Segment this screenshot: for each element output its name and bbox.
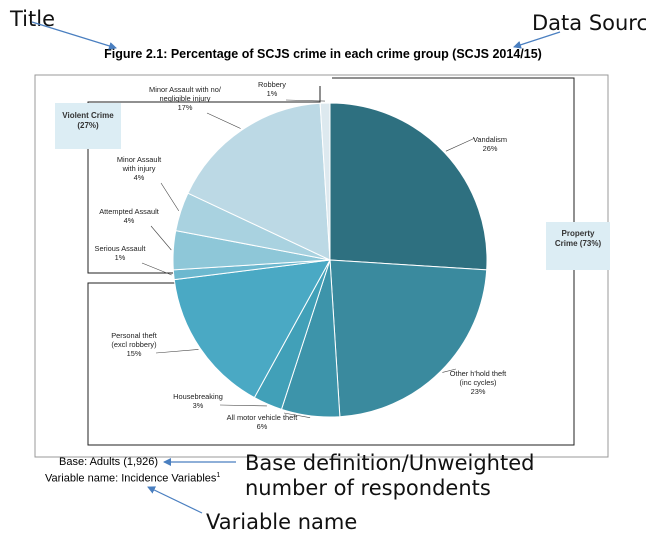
leader-line (155, 349, 199, 354)
annotation-base-label: Base definition/Unweighted number of res… (245, 451, 535, 501)
data-source-pointer-arrow (513, 31, 561, 49)
annotation-data-source-label: Data Source (532, 11, 646, 35)
pie-slice (173, 259, 331, 399)
slice-label: Vandalism 26% (473, 135, 507, 153)
leader-line (150, 225, 172, 251)
leader-line (160, 182, 180, 212)
base-definition: Base: Adults (1,926) (59, 456, 159, 468)
pie-slice (187, 102, 331, 261)
pie-slice (329, 259, 488, 418)
variable-name-text: Variable name: Incidence Variables1 (45, 472, 220, 485)
violent-crime-name: Violent Crime (62, 111, 114, 120)
leader-line (442, 368, 457, 373)
figure-title: Figure 2.1: Percentage of SCJS crime in … (104, 47, 542, 61)
slice-label: Minor Assault with no/negligible injury 1… (149, 85, 222, 112)
annotation-base-label-line1: Base definition/Unweighted (245, 451, 535, 475)
leader-line (285, 99, 326, 102)
annotation-base-label-line2: number of respondents (245, 476, 491, 501)
footnote-marker: 1 (216, 472, 221, 479)
violent-crime-bracket (87, 86, 321, 274)
violent-crime-value: (27%) (77, 121, 99, 130)
annotation-variable-label: Variable name (206, 510, 358, 534)
slice-label: Personal theft (excl robbery) 15% (111, 331, 157, 358)
slice-label: All motor vehicle theft 6% (227, 413, 298, 431)
property-crime-box (546, 222, 610, 270)
violent-crime-box (55, 103, 121, 149)
leader-line (206, 112, 241, 129)
leader-line (283, 412, 311, 418)
slice-label: Serious Assault 1% (95, 244, 146, 262)
leader-line (141, 262, 172, 276)
annotation-title-label: Title (10, 7, 56, 31)
leader-line (219, 404, 267, 407)
variable-name-pointer-arrow (147, 486, 203, 514)
pie-slices (172, 102, 488, 418)
slice-label: Minor Assault with injury 4% (117, 155, 161, 182)
property-crime-value: Crime (73%) (555, 239, 602, 248)
property-crime-name: Property (562, 229, 595, 238)
slice-label: Attempted Assault 4% (99, 207, 159, 225)
pie-labels: Vandalism 26% Other h'hold theft (inc cycle… (95, 80, 507, 431)
slice-label: Housebreaking 3% (173, 392, 223, 410)
property-bracket-left (87, 282, 320, 446)
slice-label: Other h'hold theft (inc cycles) 23% (450, 369, 506, 396)
title-pointer-arrow (31, 21, 117, 50)
leader-line (445, 137, 476, 152)
slice-label: Robbery 1% (258, 80, 286, 98)
variable-name-value: Variable name: Incidence Variables (45, 472, 217, 485)
pie-slice (319, 102, 331, 261)
pie-slice (329, 102, 488, 271)
